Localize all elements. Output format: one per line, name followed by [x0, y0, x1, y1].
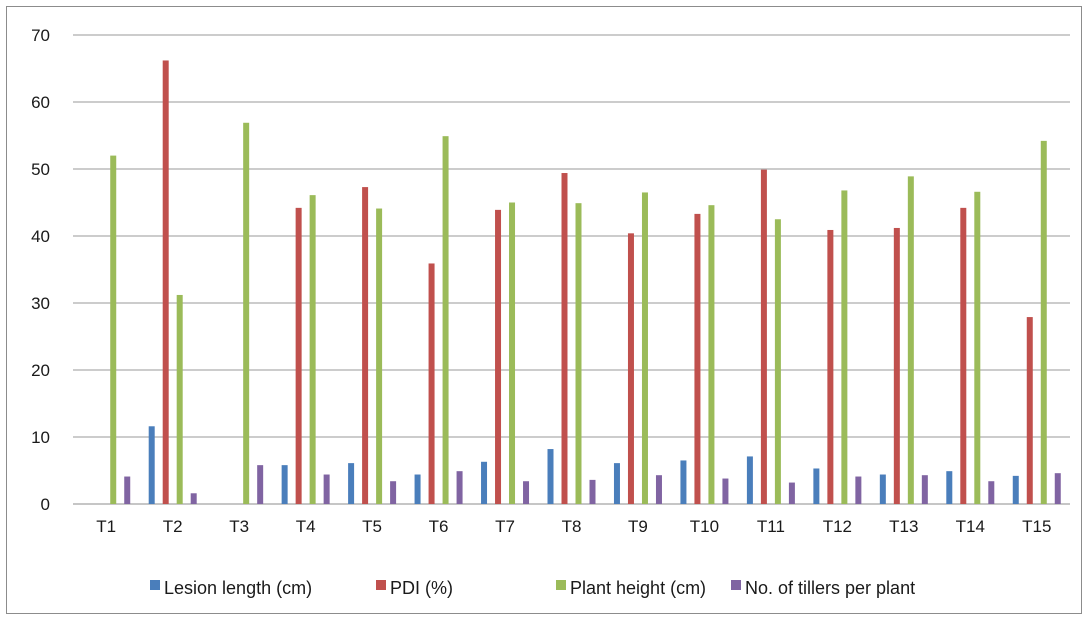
bar [1054, 473, 1061, 504]
y-tick-label: 30 [31, 294, 50, 313]
bar [774, 219, 781, 504]
x-tick-label: T4 [296, 517, 316, 536]
x-tick-label: T9 [628, 517, 648, 536]
bar [627, 233, 634, 504]
bar [746, 456, 753, 504]
y-tick-label: 60 [31, 93, 50, 112]
bar [841, 190, 848, 504]
bars [110, 60, 1061, 505]
x-tick-label: T6 [429, 517, 449, 536]
y-tick-label: 70 [31, 26, 50, 45]
bar [495, 209, 502, 504]
bar [855, 476, 862, 504]
bar [694, 213, 701, 504]
bar [641, 192, 648, 504]
x-tick-label: T10 [690, 517, 719, 536]
bar [589, 479, 596, 504]
bar [575, 203, 582, 505]
bar [281, 465, 288, 504]
bar [960, 207, 967, 505]
y-tick-label: 20 [31, 361, 50, 380]
x-tick-label: T3 [229, 517, 249, 536]
x-tick-label: T15 [1022, 517, 1051, 536]
bar [414, 474, 421, 504]
bar [162, 60, 169, 505]
bar [788, 482, 795, 504]
x-tick-label: T2 [163, 517, 183, 536]
bar [243, 122, 250, 505]
bar [376, 208, 383, 504]
bar [176, 294, 183, 504]
bar [708, 205, 715, 504]
bar [921, 475, 928, 504]
x-tick-label: T13 [889, 517, 918, 536]
gridlines [73, 34, 1070, 505]
y-tick-label: 0 [41, 495, 50, 514]
x-axis-ticks: T1 T2 T3 T4 T5 T6 T7 T8 T9 T10 T11 T12 T13 T14 T15 [96, 517, 1051, 536]
bar [827, 229, 834, 504]
bar [323, 474, 330, 504]
legend-swatch [731, 580, 741, 590]
bar [680, 460, 687, 504]
y-tick-label: 10 [31, 428, 50, 447]
bar [456, 471, 463, 504]
legend-swatch [150, 580, 160, 590]
bar [561, 173, 568, 504]
bar [124, 476, 131, 504]
bar [722, 478, 729, 504]
bar [442, 136, 449, 505]
bar [295, 207, 302, 505]
bar [655, 475, 662, 504]
bar [257, 465, 264, 504]
bar [813, 468, 820, 504]
bar [362, 187, 369, 504]
y-axis-ticks: 0 10 20 30 40 50 60 70 [31, 26, 50, 514]
bar [348, 463, 355, 504]
x-tick-label: T12 [823, 517, 852, 536]
bar [390, 481, 397, 504]
bar [110, 155, 117, 504]
bar [148, 426, 155, 504]
x-tick-label: T8 [562, 517, 582, 536]
bar [509, 202, 516, 504]
legend-label: Plant height (cm) [570, 578, 706, 598]
bar [907, 176, 914, 504]
bar [613, 463, 620, 504]
legend: Lesion length (cm) PDI (%) Plant height (c… [150, 578, 915, 598]
bar [1012, 475, 1019, 504]
bar [523, 481, 530, 504]
x-tick-label: T11 [757, 517, 785, 536]
x-tick-label: T7 [495, 517, 515, 536]
bar [428, 263, 435, 504]
chart-frame [6, 6, 1082, 614]
legend-label: PDI (%) [390, 578, 453, 598]
bar [988, 481, 995, 504]
bar [309, 195, 316, 504]
bar [946, 471, 953, 504]
bar [547, 449, 554, 504]
bar [760, 169, 767, 505]
bar [1040, 140, 1047, 505]
x-tick-label: T1 [96, 517, 116, 536]
bar [893, 227, 900, 504]
legend-label: Lesion length (cm) [164, 578, 312, 598]
bar [974, 191, 981, 504]
y-tick-label: 40 [31, 227, 50, 246]
legend-swatch [376, 580, 386, 590]
x-tick-label: T5 [362, 517, 382, 536]
bar [1026, 317, 1033, 504]
y-tick-label: 50 [31, 160, 50, 179]
x-tick-label: T14 [956, 517, 985, 536]
bar [879, 474, 886, 504]
legend-swatch [556, 580, 566, 590]
bar [481, 461, 488, 504]
legend-label: No. of tillers per plant [745, 578, 915, 598]
bar [190, 493, 197, 504]
